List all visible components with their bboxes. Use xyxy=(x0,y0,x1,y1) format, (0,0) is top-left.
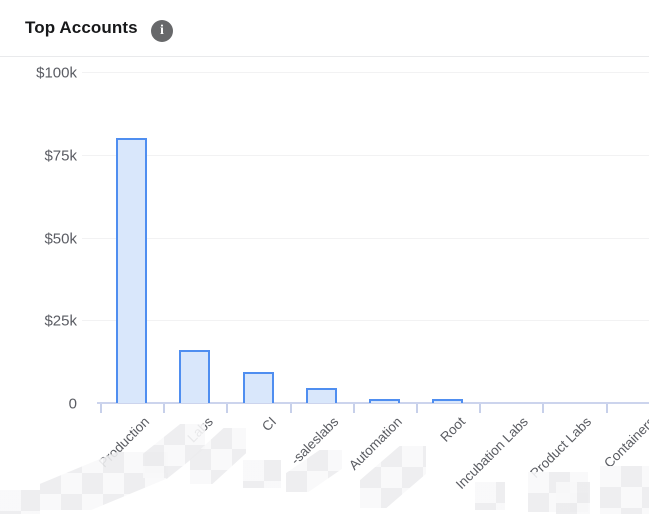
info-icon[interactable]: i xyxy=(151,20,173,42)
x-axis-tick xyxy=(605,404,608,413)
redacted-text-mosaic xyxy=(0,490,40,514)
gridline xyxy=(82,320,649,322)
x-axis-label: Containers xyxy=(601,414,649,471)
gridline xyxy=(82,237,649,239)
x-axis-tick xyxy=(289,404,292,413)
redacted-text-mosaic xyxy=(475,482,505,510)
y-axis-label: $75k xyxy=(44,147,77,165)
x-axis-tick xyxy=(542,404,545,413)
x-axis-tick xyxy=(352,404,355,413)
x-axis-label: Product Labs xyxy=(527,414,595,481)
bar-chart: $100k$75k$50k$25k0ProductionLabsCI-sales… xyxy=(0,57,649,514)
x-axis-label: CI xyxy=(258,414,279,435)
x-axis-tick xyxy=(479,404,482,413)
x-axis-label: Root xyxy=(437,414,469,445)
bar-labs[interactable] xyxy=(179,350,211,403)
bar-automation[interactable] xyxy=(368,399,400,403)
y-axis-label: $100k xyxy=(36,64,77,82)
redacted-text-mosaic xyxy=(243,460,281,488)
gridline xyxy=(82,72,649,73)
bar-production[interactable] xyxy=(116,138,148,403)
bar--saleslabs[interactable] xyxy=(305,388,337,403)
x-axis-tick xyxy=(416,404,418,413)
x-axis-tick xyxy=(100,404,102,413)
panel-title: Top Accounts xyxy=(25,18,138,37)
redacted-text-mosaic xyxy=(556,482,590,514)
panel-header: Top Accounts i xyxy=(0,0,649,57)
y-axis-label: 0 xyxy=(68,395,77,413)
bar-root[interactable] xyxy=(432,399,464,403)
y-axis-label: $25k xyxy=(44,312,77,330)
x-axis-line xyxy=(97,402,649,404)
x-axis-tick xyxy=(163,404,166,413)
y-axis-label: $50k xyxy=(44,230,77,247)
x-axis-tick xyxy=(226,404,229,413)
bar-ci[interactable] xyxy=(242,371,274,403)
redacted-text-mosaic xyxy=(600,466,649,514)
gridline xyxy=(82,154,649,156)
